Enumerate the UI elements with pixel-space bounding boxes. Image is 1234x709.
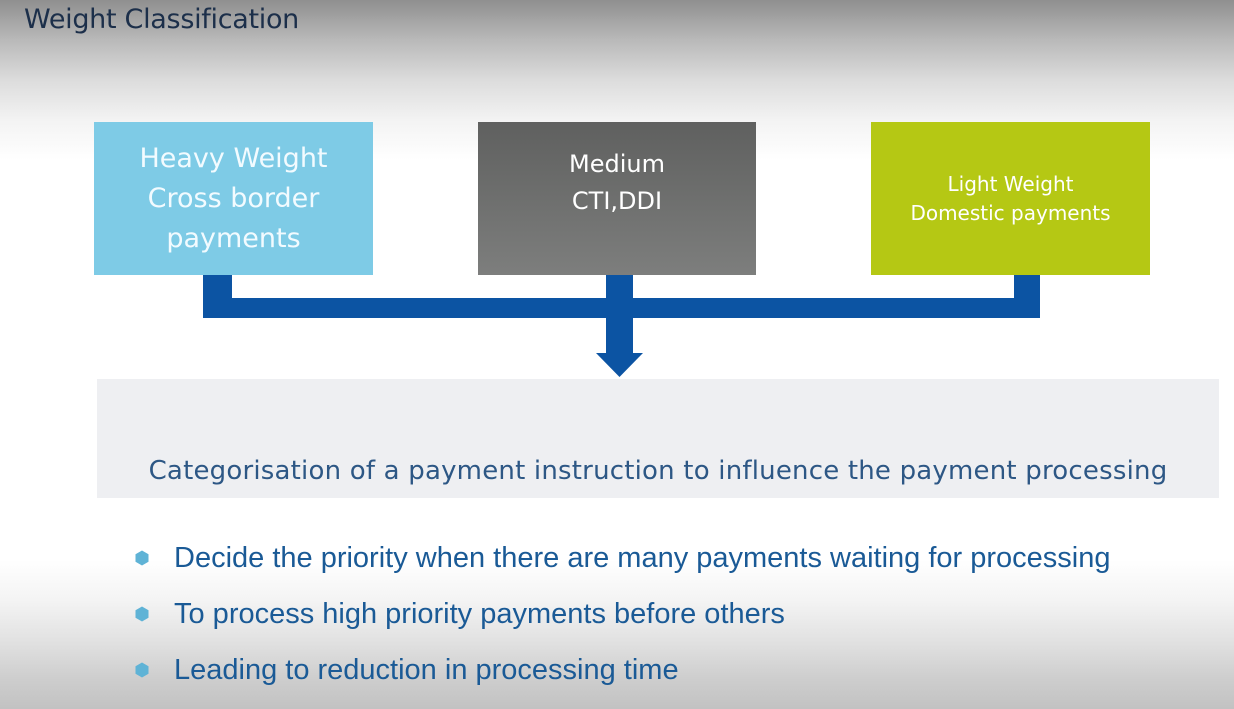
bullet-item: To process high priority payments before… [134, 586, 1111, 642]
heavy-weight-desc-line-2: payments [166, 222, 301, 254]
heavy-weight-box: Heavy Weight Cross border payments [94, 122, 373, 275]
light-weight-label: Light Weight [947, 171, 1074, 196]
hexagon-bullet-icon [135, 550, 149, 566]
hexagon-bullet-icon [135, 662, 149, 678]
hexagon-bullet-icon [135, 606, 149, 622]
summary-panel: Categorisation of a payment instruction … [97, 379, 1219, 498]
down-arrow-icon [596, 353, 643, 377]
medium-weight-desc: CTI,DDI [571, 187, 663, 215]
heavy-weight-label: Heavy Weight [139, 142, 328, 174]
light-weight-desc: Domestic payments [910, 200, 1111, 225]
bullet-text: Leading to reduction in processing time [174, 653, 679, 686]
light-weight-box: Light Weight Domestic payments [871, 122, 1150, 275]
bullet-text: Decide the priority when there are many … [174, 541, 1111, 574]
bullet-item: Leading to reduction in processing time [134, 642, 1111, 698]
bullet-item: Decide the priority when there are many … [134, 530, 1111, 586]
connector-horizontal-bar [203, 298, 1040, 318]
bullet-list: Decide the priority when there are many … [134, 530, 1111, 698]
heavy-weight-desc-line-1: Cross border [147, 182, 320, 214]
summary-text: Categorisation of a payment instruction … [148, 456, 1168, 486]
bullet-text: To process high priority payments before… [174, 597, 785, 630]
slide-title: Weight Classification [24, 4, 299, 35]
medium-weight-label: Medium [569, 150, 665, 178]
medium-weight-box: Medium CTI,DDI [478, 122, 756, 275]
